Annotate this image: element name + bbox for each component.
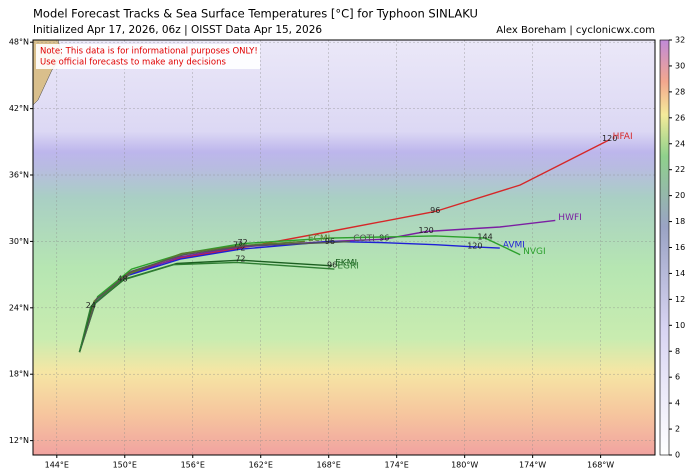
forecast-hour-label: 48 xyxy=(117,275,127,284)
x-tick-label: 180°W xyxy=(451,461,478,470)
credit: Alex Boreham | cyclonicwx.com xyxy=(496,25,655,36)
colorbar-tick-label: 10 xyxy=(675,321,685,330)
colorbar-tick-label: 8 xyxy=(675,347,680,356)
colorbar-tick-label: 4 xyxy=(675,399,680,408)
track-name-label: HWFI xyxy=(558,213,582,223)
y-tick-label: 12°N xyxy=(9,436,29,445)
colorbar-tick-label: 24 xyxy=(675,139,685,148)
colorbar-tick-label: 32 xyxy=(675,36,685,45)
colorbar-tick-label: 6 xyxy=(675,373,680,382)
colorbar-tick-label: 2 xyxy=(675,425,680,434)
forecast-hour-label: 72 xyxy=(235,244,245,253)
colorbar-tick-label: 14 xyxy=(675,269,685,278)
colorbar-tick-label: 26 xyxy=(675,113,685,122)
x-tick-label: 174°W xyxy=(519,461,546,470)
track-name-label: EGRI xyxy=(337,262,359,272)
forecast-hour-label: 120 xyxy=(602,134,617,143)
x-tick-label: 156°E xyxy=(181,461,205,470)
note: Use official forecasts to make any decis… xyxy=(40,58,226,68)
forecast-hour-label: 72 xyxy=(238,238,248,247)
forecast-hour-label: 72 xyxy=(235,255,245,264)
forecast-hour-label: 72 xyxy=(233,240,243,249)
colorbar-tick-label: 12 xyxy=(675,295,685,304)
x-tick-label: 174°E xyxy=(385,461,409,470)
track-line xyxy=(78,261,335,353)
track-name-label: EKMI xyxy=(335,258,357,268)
y-tick-label: 24°N xyxy=(9,303,29,312)
forecast-hour-label: 120 xyxy=(467,241,482,250)
colorbar-tick-label: 20 xyxy=(675,191,685,200)
note: Note: This data is for informational pur… xyxy=(40,47,258,57)
colorbar xyxy=(659,39,670,456)
track-name-label: AVMI xyxy=(503,241,525,251)
track-name-label: COTI xyxy=(353,234,375,244)
forecast-hour-label: 96 xyxy=(325,237,335,246)
x-tick-label: 168°E xyxy=(317,461,341,470)
track-name-label: ECMI xyxy=(308,234,330,244)
forecast-hour-label: 120 xyxy=(418,226,433,235)
x-tick-label: 162°E xyxy=(249,461,273,470)
colorbar-tick-label: 18 xyxy=(675,217,685,226)
forecast-hour-label: 96 xyxy=(430,206,440,215)
map-frame xyxy=(32,39,656,456)
grid xyxy=(33,40,655,455)
forecast-hour-label: 144 xyxy=(477,233,492,242)
y-tick-label: 42°N xyxy=(9,104,29,113)
y-tick-label: 36°N xyxy=(9,171,29,180)
title: Model Forecast Tracks & Sea Surface Temp… xyxy=(33,7,478,21)
track-line xyxy=(78,235,521,353)
forecast-hour-label: 96 xyxy=(327,260,337,269)
colorbar-tick-label: 0 xyxy=(675,451,680,460)
subtitle: Initialized Apr 17, 2026, 06z | OISST Da… xyxy=(33,24,322,36)
colorbar-tick-label: 16 xyxy=(675,243,685,252)
colorbar-tick-label: 28 xyxy=(675,87,685,96)
track-name-label: NVGI xyxy=(523,247,546,257)
x-tick-label: 168°W xyxy=(587,461,614,470)
sst-field xyxy=(33,40,655,455)
forecast-hour-label: 96 xyxy=(379,234,389,243)
y-tick-label: 30°N xyxy=(9,237,29,246)
forecast-hour-label: 24 xyxy=(86,301,96,310)
colorbar-tick-label: 30 xyxy=(675,61,685,70)
note-box xyxy=(36,44,260,69)
x-tick-label: 150°E xyxy=(113,461,137,470)
track-name-label: HFAI xyxy=(613,132,633,142)
x-tick-label: 144°E xyxy=(45,461,69,470)
y-tick-label: 48°N xyxy=(9,38,29,47)
y-tick-label: 18°N xyxy=(9,370,29,379)
colorbar-tick-label: 22 xyxy=(675,165,685,174)
track-line xyxy=(78,240,351,353)
